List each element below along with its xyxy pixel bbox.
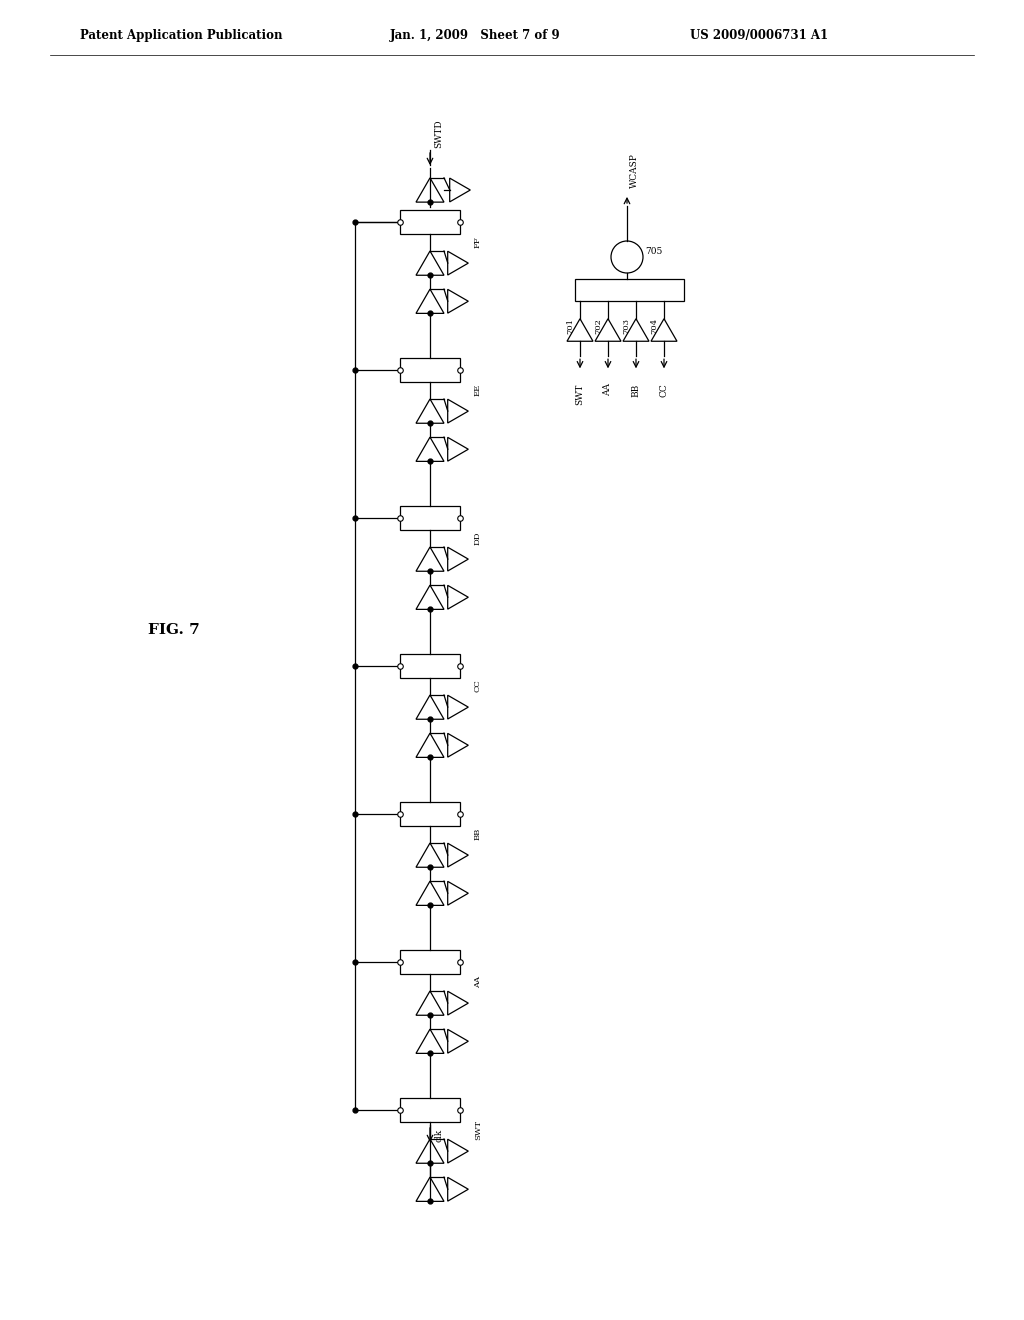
- Bar: [400, 358, 460, 381]
- Text: CC: CC: [474, 680, 482, 693]
- Text: Patent Application Publication: Patent Application Publication: [80, 29, 283, 41]
- Text: Jan. 1, 2009   Sheet 7 of 9: Jan. 1, 2009 Sheet 7 of 9: [390, 29, 560, 41]
- Text: FF: FF: [474, 236, 482, 248]
- Text: AA: AA: [603, 383, 612, 396]
- Text: BB: BB: [474, 828, 482, 841]
- Text: 703: 703: [622, 318, 630, 334]
- Text: SWT: SWT: [575, 383, 585, 405]
- Text: BB: BB: [632, 383, 640, 396]
- Bar: [400, 950, 460, 974]
- Text: CC: CC: [659, 383, 669, 397]
- Text: SWT: SWT: [474, 1121, 482, 1140]
- Bar: [575, 279, 684, 301]
- Bar: [400, 1098, 460, 1122]
- Text: 702: 702: [594, 318, 602, 334]
- Text: EE: EE: [474, 384, 482, 396]
- Text: AA: AA: [474, 975, 482, 989]
- Text: SWTD: SWTD: [434, 119, 443, 148]
- Bar: [400, 655, 460, 678]
- Text: DD: DD: [474, 532, 482, 545]
- Text: FIG. 7: FIG. 7: [148, 623, 200, 638]
- Text: 701: 701: [566, 318, 574, 334]
- Bar: [400, 506, 460, 531]
- Text: WCASP: WCASP: [630, 153, 639, 187]
- Bar: [400, 210, 460, 234]
- Text: 705: 705: [645, 247, 663, 256]
- Text: clk: clk: [434, 1129, 443, 1142]
- Bar: [400, 803, 460, 826]
- Text: 704: 704: [650, 318, 658, 334]
- Text: US 2009/0006731 A1: US 2009/0006731 A1: [690, 29, 828, 41]
